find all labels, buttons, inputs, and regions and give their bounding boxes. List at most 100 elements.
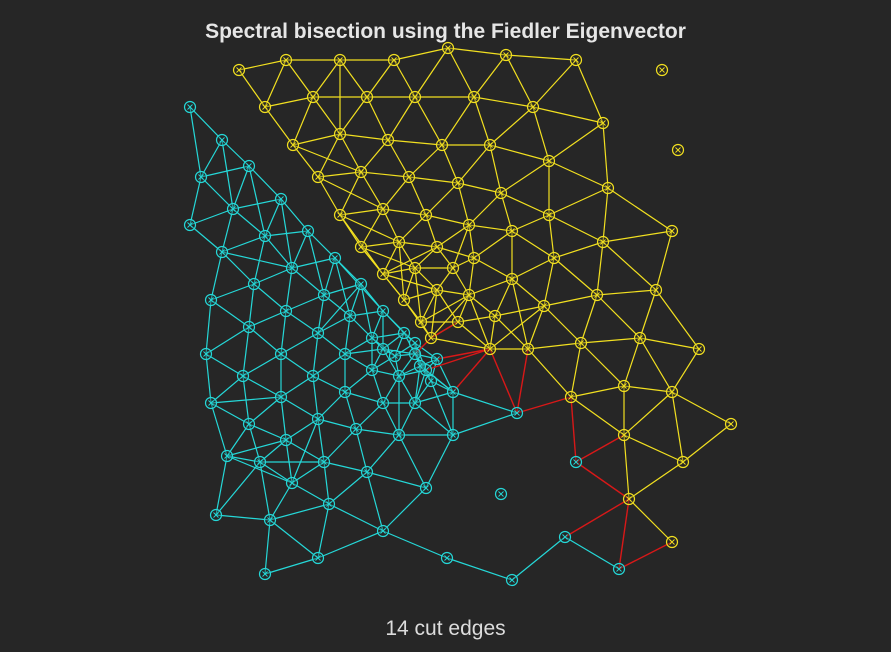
cyan-edge [366,471,427,489]
yellow-edge [473,54,507,98]
cyan-edge [221,251,255,285]
cyan-edge [317,391,346,420]
yellow-edge [264,106,294,146]
cyan-edge [394,332,405,357]
graph-node [451,315,465,329]
cyan-edge [371,337,396,357]
cyan-edge [248,165,282,200]
cyan-edge [248,396,282,425]
yellow-edge [457,182,502,194]
cyan-edge [291,482,330,505]
graph-node [199,347,213,361]
graph-node [392,428,406,442]
yellow-edge [366,96,389,141]
graph-node [274,347,288,361]
graph-node [521,342,535,356]
yellow-edge [360,171,410,178]
yellow-edge [292,144,319,178]
cyan-edge [291,257,336,269]
yellow-edge [623,385,673,393]
graph-node [665,224,679,238]
graph-node [354,165,368,179]
yellow-edge [543,305,582,344]
cyan-edge [232,165,250,210]
graph-node [209,508,223,522]
cut-edges-caption: 14 cut edges [385,617,506,640]
graph-node [424,374,438,388]
graph-node [665,535,679,549]
yellow-edge [602,241,657,291]
yellow-edge [468,224,513,232]
cyan-edge [312,353,346,377]
yellow-edge [414,47,449,98]
graph-node [446,385,460,399]
cyan-edge [280,353,314,377]
graph-node [413,359,427,373]
yellow-edge [408,176,427,216]
graph-node [343,309,357,323]
cyan-edge [452,391,518,414]
yellow-edge [473,96,534,108]
cut-edge [575,461,630,500]
cyan-edge [323,461,368,473]
cut-edge [489,348,518,414]
graph-node [601,181,615,195]
graph-node [322,497,336,511]
yellow-edge [339,171,362,216]
graph-node [376,304,390,318]
yellow-edge [457,315,496,323]
cyan-edge [248,326,282,355]
yellow-edge [473,230,513,259]
yellow-edge [489,305,545,350]
yellow-edge [292,96,314,146]
cyan-edge [226,423,250,457]
cyan-edge [285,418,319,441]
graph-node [226,202,240,216]
cyan-edge [200,165,250,178]
graph-node [692,342,706,356]
graph-node [365,363,379,377]
graph-node [274,390,288,404]
cyan-edge [248,283,255,328]
graph-node [376,267,390,281]
cyan-edge [355,428,400,436]
graph-node [633,331,647,345]
graph-node [547,251,561,265]
yellow-edge [393,47,449,61]
graph-node [655,63,669,77]
graph-node [488,309,502,323]
yellow-edge [682,423,732,463]
yellow-edge [548,160,609,189]
yellow-edge [473,96,491,146]
cut-edge [436,348,491,360]
cyan-edge [264,557,319,575]
cyan-edge [205,353,244,377]
cyan-edge-group [189,106,620,581]
yellow-edge [436,246,475,259]
cut-edge [618,498,630,570]
cyan-edge [226,455,293,484]
cyan-edge [259,461,293,484]
cyan-edge [394,355,400,377]
yellow-edge [494,278,513,317]
graph-node [258,229,272,243]
cyan-edge [430,380,454,393]
graph-node [333,127,347,141]
cyan-edge [280,396,319,420]
cyan-edge [355,402,384,430]
cyan-edge [215,514,271,521]
yellow-edge [623,434,684,463]
yellow-edge [532,59,577,108]
yellow-edge [553,257,598,296]
cyan-edge [344,315,351,355]
yellow-edge [527,348,572,398]
yellow-edge [500,192,550,216]
yellow-edge [468,257,475,296]
graph-node [446,428,460,442]
cyan-edge [248,165,266,237]
graph-node [333,53,347,67]
graph-node [220,449,234,463]
yellow-edge [317,133,341,178]
cyan-edge [371,348,384,371]
cyan-edge [280,198,309,232]
